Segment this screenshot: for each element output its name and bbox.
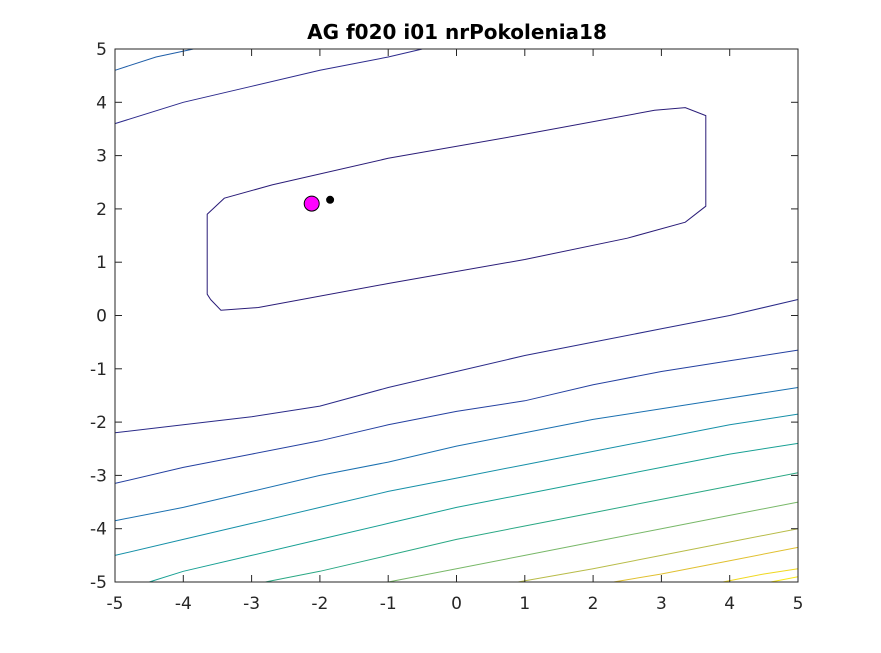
y-tick-label: -5 bbox=[90, 573, 107, 593]
x-tick-label: -3 bbox=[243, 594, 260, 614]
y-tick-label: -2 bbox=[90, 413, 107, 433]
contour-line-10 bbox=[388, 501, 799, 583]
contour-line-13 bbox=[722, 568, 799, 583]
y-tick-label: 4 bbox=[96, 93, 107, 113]
x-tick-label: 3 bbox=[656, 594, 667, 614]
y-axis-ticks: -5 -4 -3 -2 -1 0 1 2 3 4 5 bbox=[90, 40, 798, 593]
contour-lines bbox=[114, 48, 799, 583]
contour-line-1 bbox=[206, 107, 707, 311]
contour-line-6 bbox=[114, 387, 799, 522]
contour-line-9 bbox=[265, 472, 799, 583]
contour-line-5 bbox=[114, 349, 799, 484]
point-markers bbox=[303, 195, 335, 212]
contour-line-3 bbox=[114, 48, 194, 71]
contour-line-4 bbox=[114, 299, 799, 434]
x-tick-label: -1 bbox=[380, 594, 397, 614]
y-tick-label: -3 bbox=[90, 466, 107, 486]
contour-line-7 bbox=[114, 413, 799, 556]
x-tick-label: -5 bbox=[107, 594, 124, 614]
x-tick-label: 5 bbox=[793, 594, 804, 614]
marker-point-1 bbox=[303, 195, 320, 212]
contour-line-8 bbox=[149, 442, 799, 583]
plot-area bbox=[115, 49, 798, 582]
y-tick-label: 5 bbox=[96, 40, 107, 60]
marker-point-2 bbox=[326, 195, 335, 204]
contour-line-12 bbox=[613, 546, 799, 583]
y-tick-label: 3 bbox=[96, 147, 107, 167]
y-tick-label: 0 bbox=[96, 307, 107, 327]
y-tick-label: 2 bbox=[96, 200, 107, 220]
contour-line-2 bbox=[114, 48, 423, 125]
x-tick-label: -4 bbox=[175, 594, 192, 614]
y-tick-label: -1 bbox=[90, 360, 107, 380]
contour-line-11 bbox=[517, 528, 799, 583]
chart-title: AG f020 i01 nrPokolenia18 bbox=[307, 20, 607, 44]
x-tick-label: 1 bbox=[519, 594, 530, 614]
y-tick-label: -4 bbox=[90, 520, 107, 540]
x-tick-label: 2 bbox=[588, 594, 599, 614]
x-tick-label: 4 bbox=[724, 594, 735, 614]
x-axis-ticks: -5 -4 -3 -2 -1 0 1 2 3 4 5 bbox=[107, 49, 804, 614]
x-tick-label: -2 bbox=[311, 594, 328, 614]
x-tick-label: 0 bbox=[451, 594, 462, 614]
y-tick-label: 1 bbox=[96, 253, 107, 273]
contour-line-14 bbox=[770, 576, 799, 583]
